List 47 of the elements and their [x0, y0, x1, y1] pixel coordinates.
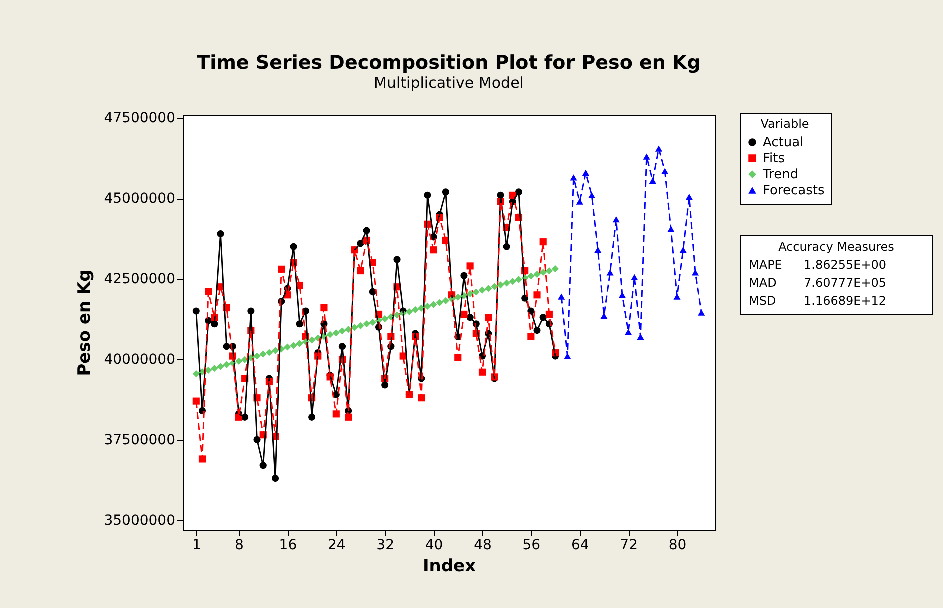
y-tick-label: 42500000: [104, 272, 176, 288]
point: [430, 246, 438, 254]
point: [528, 272, 535, 280]
x-axis-title: Index: [422, 556, 476, 576]
x-tick-label: 8: [235, 538, 244, 554]
point: [326, 331, 334, 338]
legend-title: Variable: [760, 117, 810, 131]
point: [534, 292, 541, 299]
point: [540, 269, 547, 276]
point: [576, 198, 584, 205]
point: [357, 267, 364, 275]
legend-label: Fits: [763, 152, 786, 166]
y-tick-label: 37500000: [104, 432, 176, 448]
x-tick-label: 24: [328, 538, 346, 554]
point: [320, 304, 328, 312]
point: [198, 456, 206, 463]
point: [412, 306, 420, 314]
x-tick-label: 40: [425, 538, 444, 554]
x-tick-label: 80: [668, 538, 687, 554]
point: [600, 313, 608, 320]
point: [454, 294, 462, 301]
x-tick-label: 48: [474, 538, 492, 554]
y-tick-label: 35000000: [104, 512, 176, 529]
point: [552, 266, 560, 273]
point: [588, 192, 596, 198]
y-tick-label: 45000000: [104, 191, 176, 208]
point: [254, 352, 261, 360]
x-tick-label: 56: [522, 538, 541, 554]
chart-subtitle: Multiplicative Model: [374, 74, 524, 92]
point: [540, 238, 547, 246]
x-tick-label: 32: [376, 538, 394, 554]
x-tick-label: 64: [571, 538, 590, 554]
x-tick-label: 16: [279, 538, 298, 554]
text: MAPE 1.86255E+00: [749, 258, 887, 272]
y-axis-title: Peso en Kg: [75, 270, 96, 376]
legend-label: Actual: [763, 136, 804, 150]
legend-label: Forecasts: [763, 184, 826, 198]
y-tick-label: 47500000: [104, 110, 176, 127]
text: MSD 1.16689E+12: [749, 294, 887, 308]
text: Accuracy Measures: [778, 240, 896, 254]
point: [466, 262, 474, 270]
x-tick-label: 1: [192, 538, 202, 554]
chart-title: Time Series Decomposition Plot for Peso en Kg: [197, 52, 701, 74]
x-tick-label: 72: [620, 538, 638, 554]
legend-label: Trend: [762, 168, 799, 182]
text: MAD 7.60777E+05: [749, 276, 887, 290]
y-tick-label: 40000000: [104, 352, 176, 368]
